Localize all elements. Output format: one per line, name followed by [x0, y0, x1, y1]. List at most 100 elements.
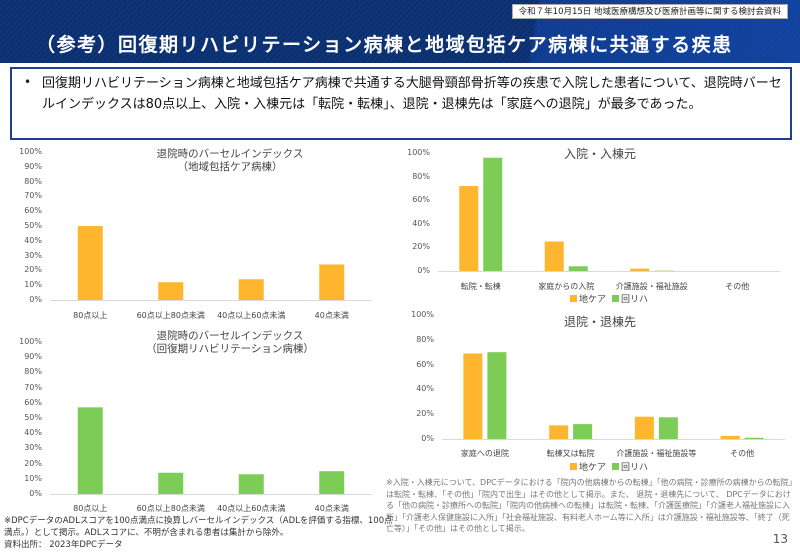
y-tick-label: 90%	[24, 161, 42, 171]
legend-item: 回リハ	[612, 292, 648, 305]
bar	[487, 352, 507, 439]
x-tick-label: 転棟又は転院	[546, 449, 595, 458]
bar	[483, 157, 503, 271]
chart-subtitle: （地域包括ケア病棟）	[177, 161, 283, 173]
chart-svg	[442, 352, 785, 440]
chart-barthel-chikea: 退院時のバーセルインデックス （地域包括ケア病棟） 0% 10% 20% 30% 40% 50…	[0, 145, 390, 325]
bar	[77, 407, 103, 494]
y-tick-label: 0%	[29, 489, 42, 498]
chart-title-line: 退院時のバーセルインデックス	[156, 148, 304, 160]
chart-admission-source: 入院・入棟元 0% 20% 40% 60% 80% 100% 転院・転棟 家庭からの入院 介護施設…	[400, 145, 800, 310]
y-tick-label: 80%	[24, 176, 42, 186]
chart-svg	[50, 226, 372, 301]
bar	[319, 264, 345, 300]
legend-label: 地ケア	[579, 463, 607, 473]
y-tick-label: 20%	[24, 458, 42, 468]
bar	[720, 435, 740, 439]
bar	[573, 424, 593, 439]
bar	[634, 416, 654, 439]
x-tick-label: 40点未満	[314, 311, 349, 320]
chart-barthel-kairiha: 退院時のバーセルインデックス （回復期リハビリテーション病棟） 0% 10% 20% 30…	[0, 325, 390, 520]
summary-text: 回復期リハビリテーション病棟と地域包括ケア病棟で共通する大腿骨頸部骨折等の疾患で…	[42, 76, 782, 112]
bar	[459, 186, 479, 271]
bar	[544, 241, 564, 271]
y-tick-label: 100%	[411, 310, 434, 319]
x-tick-label: 家庭からの入院	[538, 282, 595, 291]
y-tick-label: 10%	[24, 473, 42, 483]
chart-title: 退院時のバーセルインデックス （地域包括ケア病棟）	[80, 148, 380, 174]
y-tick-label: 60%	[416, 359, 434, 369]
chart-title: 入院・入棟元	[450, 148, 750, 161]
y-tick-label: 100%	[19, 147, 42, 156]
y-tick-label: 60%	[412, 195, 430, 205]
x-tick-label: 60点以上80点未満	[136, 504, 205, 513]
bar	[658, 417, 678, 439]
bar	[463, 353, 483, 439]
y-tick-label: 40%	[24, 428, 42, 438]
legend-swatch-icon	[612, 463, 620, 470]
y-tick-label: 0%	[417, 266, 430, 275]
y-tick-label: 0%	[421, 434, 434, 443]
bar	[238, 474, 264, 494]
page-title: （参考）回復期リハビリテーション病棟と地域包括ケア病棟に共通する疾患	[36, 34, 733, 56]
y-tick-label: 40%	[416, 384, 434, 394]
y-tick-label: 80%	[24, 367, 42, 377]
legend-swatch-icon	[570, 295, 577, 302]
y-tick-label: 20%	[412, 242, 430, 252]
x-tick-label: 40点以上60点未満	[217, 504, 286, 513]
x-tick-label: 家庭への退院	[460, 449, 509, 458]
chart-title-line: 入院・入棟元	[563, 147, 636, 161]
barthel-note: ※DPCデータのADLスコアを100点満点に換算しバーセルインデックス（ADLを…	[4, 516, 393, 538]
y-tick-label: 100%	[407, 148, 430, 157]
footnote-right: ※入院・入棟元について、DPCデータにおける「院内の他病棟からの転棟」「他の病院…	[386, 478, 793, 533]
legend-item: 地ケア	[570, 292, 606, 305]
legend-label: 回リハ	[621, 295, 649, 305]
x-tick-label: 40点未満	[314, 504, 349, 513]
meeting-label: 令和７年10月15日 地域医療構想及び医療計画等に関する検討会資料	[511, 4, 788, 19]
y-tick-label: 30%	[24, 250, 42, 260]
y-tick-label: 90%	[24, 352, 42, 362]
bar	[319, 471, 345, 494]
y-tick-label: 20%	[24, 265, 42, 275]
y-tick-label: 70%	[24, 191, 42, 201]
summary-box: • 回復期リハビリテーション病棟と地域包括ケア病棟で共通する大腿骨頸部骨折等の疾…	[10, 67, 792, 140]
chart-title: 退院・退棟先	[450, 316, 750, 329]
x-tick-label: 80点以上	[73, 311, 108, 320]
y-tick-label: 80%	[416, 334, 434, 344]
bar	[549, 425, 569, 439]
bar	[158, 472, 184, 494]
x-tick-label: 40点以上60点未満	[217, 311, 286, 320]
y-tick-label: 50%	[24, 221, 42, 230]
y-tick-label: 70%	[24, 382, 42, 392]
x-tick-label: 介護施設・福祉施設等	[616, 449, 697, 458]
chart-svg	[438, 157, 780, 272]
legend-label: 回リハ	[621, 463, 649, 473]
y-tick-label: 10%	[24, 280, 42, 290]
y-tick-label: 0%	[29, 295, 42, 304]
bullet-icon: •	[24, 75, 32, 89]
legend-label: 地ケア	[579, 295, 607, 305]
bar	[744, 437, 764, 439]
y-tick-label: 40%	[412, 218, 430, 228]
y-tick-label: 80%	[412, 171, 430, 181]
chart-discharge-destination: 退院・退棟先 0% 20% 40% 60% 80% 100% 家庭への退院 転棟又は転院 介護施設…	[400, 310, 800, 475]
bar	[568, 266, 588, 271]
x-tick-label: 転院・転棟	[460, 282, 501, 291]
x-tick-label: その他	[725, 282, 750, 291]
bar	[630, 268, 650, 271]
y-tick-label: 60%	[24, 206, 42, 216]
legend-swatch-icon	[612, 295, 620, 302]
x-tick-label: その他	[730, 449, 755, 458]
chart-title-line: 退院時のバーセルインデックス	[156, 330, 304, 342]
legend-item: 回リハ	[612, 460, 648, 473]
chart-subtitle: （回復期リハビリテーション病棟）	[146, 343, 314, 355]
page-number: 13	[772, 532, 788, 546]
footnote-left: ※DPCデータのADLスコアを100点満点に換算しバーセルインデックス（ADLを…	[4, 515, 394, 551]
y-tick-label: 30%	[24, 443, 42, 453]
bar	[238, 279, 264, 300]
data-source: 資料出所： 2023年DPCデータ	[4, 540, 123, 550]
x-tick-label: 介護施設・福祉施設	[615, 282, 688, 291]
chart-legend: 地ケア 回リハ	[570, 292, 648, 305]
chart-svg	[50, 407, 372, 495]
y-tick-label: 100%	[19, 337, 42, 346]
